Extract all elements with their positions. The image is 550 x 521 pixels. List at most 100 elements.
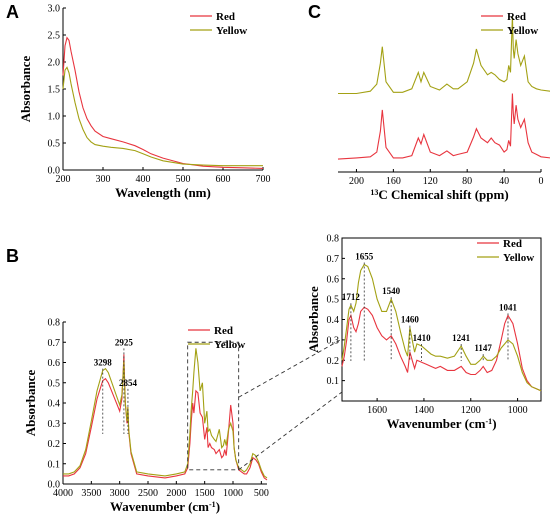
legend-entry: Red bbox=[503, 238, 522, 250]
x-tick-label: 200 bbox=[349, 176, 364, 187]
zoom-connector-lines bbox=[187, 338, 343, 471]
y-tick-label: 0.5 bbox=[48, 139, 61, 150]
peak-label: 1241 bbox=[452, 333, 471, 343]
y-tick-label: 0.8 bbox=[48, 318, 61, 329]
x-tick-label: 120 bbox=[423, 176, 438, 187]
peak-label: 1041 bbox=[499, 302, 518, 312]
y-tick-label: 0.2 bbox=[48, 439, 61, 450]
series-line-red bbox=[341, 306, 542, 392]
panel-c-letter: C bbox=[308, 2, 321, 22]
legend-entry: Yellow bbox=[503, 252, 534, 264]
x-tick-label: 1000 bbox=[223, 488, 243, 499]
panel-b-letter: B bbox=[6, 246, 19, 266]
y-tick-label: 3.0 bbox=[48, 4, 61, 15]
legend-entry: Yellow bbox=[216, 25, 247, 37]
x-axis-label-end: ) bbox=[492, 416, 496, 431]
ftir-chart: 4000 3500 3000 2500 2000 1500 1000 500 0.0 0.1 0.2… bbox=[23, 318, 269, 515]
x-axis-label-text: Wavenumber (cm bbox=[110, 499, 209, 514]
y-tick-label: 0.1 bbox=[327, 376, 340, 387]
x-tick-label: 4000 bbox=[53, 488, 73, 499]
y-tick-label: 0.1 bbox=[48, 459, 61, 470]
zoom-connector-line bbox=[238, 338, 343, 398]
y-tick-label: 0.5 bbox=[48, 378, 61, 389]
x-tick-label: 1600 bbox=[367, 405, 387, 416]
y-tick-label: 0.3 bbox=[48, 419, 61, 430]
x-tick-label: 0 bbox=[539, 176, 544, 187]
x-tick-label: 160 bbox=[386, 176, 401, 187]
x-tick-label: 3000 bbox=[110, 488, 130, 499]
y-tick-label: 0.0 bbox=[48, 480, 61, 491]
y-tick-label: 0.4 bbox=[48, 399, 61, 410]
x-tick-label: 1500 bbox=[195, 488, 215, 499]
x-tick-label: 200 bbox=[56, 174, 71, 185]
peak-label: 1147 bbox=[474, 343, 492, 353]
x-tick-label: 400 bbox=[136, 174, 151, 185]
x-tick-label: 3500 bbox=[81, 488, 101, 499]
x-tick-label: 300 bbox=[96, 174, 111, 185]
x-axis-label-superscript: 13 bbox=[370, 188, 378, 197]
x-axis-label-text: Wavelength (nm) bbox=[115, 185, 211, 200]
series-line-red bbox=[337, 93, 550, 160]
x-axis-label-superscript: -1 bbox=[209, 500, 216, 509]
series-line-yellow bbox=[62, 66, 263, 167]
y-tick-label: 0.0 bbox=[48, 166, 61, 177]
x-tick-label: 2500 bbox=[138, 488, 158, 499]
x-axis-label-text: C Chemical shift (ppm) bbox=[378, 187, 508, 202]
x-axis-label: Wavenumber (cm-1) bbox=[110, 499, 220, 514]
x-axis-label: Wavelength (nm) bbox=[115, 185, 211, 200]
y-tick-label: 2.0 bbox=[48, 58, 61, 69]
x-tick-label: 1000 bbox=[508, 405, 528, 416]
peak-label: 1460 bbox=[401, 315, 420, 325]
x-tick-label: 1400 bbox=[414, 405, 434, 416]
x-tick-label: 700 bbox=[256, 174, 271, 185]
y-tick-label: 0.6 bbox=[327, 274, 340, 285]
x-axis-label: Wavenumber (cm-1) bbox=[386, 416, 496, 431]
peak-label: 1712 bbox=[342, 292, 361, 302]
legend-entry: Yellow bbox=[214, 339, 245, 351]
peak-label: 3298 bbox=[94, 358, 113, 368]
x-tick-label: 40 bbox=[499, 176, 509, 187]
x-tick-label: 500 bbox=[254, 488, 269, 499]
y-tick-label: 0.6 bbox=[48, 358, 61, 369]
x-tick-label: 500 bbox=[176, 174, 191, 185]
series-line-yellow bbox=[338, 16, 550, 95]
y-tick-label: 0.4 bbox=[327, 315, 340, 326]
series-line-yellow bbox=[341, 263, 542, 392]
y-tick-label: 2.5 bbox=[48, 31, 61, 42]
peak-label: 1410 bbox=[413, 333, 432, 343]
zoom-connector-line bbox=[238, 391, 343, 471]
ftir-inset-chart: 1600 1400 1200 1000 0.1 0.2 0.3 0.4 0.5 0.6 0.7 0.8… bbox=[306, 234, 542, 431]
y-tick-label: 1.0 bbox=[48, 112, 61, 123]
x-axis-label-end: ) bbox=[216, 499, 220, 514]
x-tick-label: 600 bbox=[216, 174, 231, 185]
legend-entry: Yellow bbox=[507, 25, 538, 37]
y-tick-label: 1.5 bbox=[48, 85, 61, 96]
x-axis-label: 13C Chemical shift (ppm) bbox=[370, 187, 508, 202]
y-axis-label: Absorbance bbox=[306, 286, 321, 353]
peak-label: 2854 bbox=[119, 378, 138, 388]
series-line-yellow bbox=[63, 348, 268, 479]
x-tick-label: 1200 bbox=[461, 405, 481, 416]
y-axis-label: Absorbance bbox=[18, 56, 33, 123]
peak-label: 1540 bbox=[382, 286, 401, 296]
legend-entry: Red bbox=[216, 11, 235, 23]
y-axis-label: Absorbance bbox=[23, 370, 38, 437]
y-tick-label: 0.7 bbox=[48, 338, 61, 349]
y-tick-label: 0.5 bbox=[327, 295, 340, 306]
legend-entry: Red bbox=[507, 11, 526, 23]
peak-label: 1655 bbox=[355, 251, 374, 261]
x-axis-label-superscript: -1 bbox=[486, 417, 493, 426]
legend-entry: Red bbox=[214, 325, 233, 337]
x-axis-label-text: Wavenumber (cm bbox=[386, 416, 485, 431]
y-tick-label: 0.2 bbox=[327, 356, 340, 367]
peak-label: 2925 bbox=[115, 337, 134, 347]
x-tick-label: 80 bbox=[462, 176, 472, 187]
panel-a-letter: A bbox=[6, 2, 19, 22]
series-line-red bbox=[62, 36, 264, 169]
nmr-chart: 200 160 120 80 40 0 Red Yellow 13C Chemical shif… bbox=[337, 11, 550, 202]
x-tick-label: 2000 bbox=[166, 488, 186, 499]
uv-vis-chart: 200 300 400 500 600 700 0.0 0.5 1.0 1.5 2.0 2.5 3.0 R… bbox=[18, 4, 271, 201]
y-tick-label: 0.3 bbox=[327, 335, 340, 346]
zoom-region-box bbox=[187, 341, 240, 471]
y-tick-label: 0.7 bbox=[327, 254, 340, 265]
